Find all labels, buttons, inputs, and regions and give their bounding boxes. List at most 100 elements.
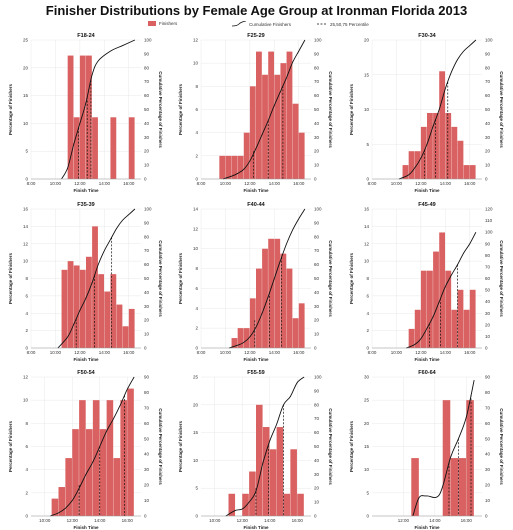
y2-axis-label: Cumulative Percentage of Finishers xyxy=(499,71,504,148)
x-tick-label: 14:00 xyxy=(269,181,281,186)
cumulative-line xyxy=(398,39,477,180)
y2-tick-label: 40 xyxy=(485,299,491,304)
bar xyxy=(243,328,250,348)
y2-tick-label: 10 xyxy=(314,163,320,168)
y2-tick-label: 60 xyxy=(485,276,491,281)
bar xyxy=(442,400,451,516)
bar xyxy=(286,268,293,348)
legend-finishers-label: Finishers xyxy=(159,21,178,26)
bar xyxy=(228,493,236,516)
y-tick-label: 10 xyxy=(23,398,29,403)
y-axis-label: Percentage of Finishers xyxy=(8,84,13,136)
bar xyxy=(127,388,134,516)
y-tick-label: 4 xyxy=(25,311,28,316)
y2-tick-label: 60 xyxy=(314,430,320,435)
bar xyxy=(242,493,249,516)
y2-tick-label: 80 xyxy=(314,402,320,407)
y2-tick-label: 50 xyxy=(144,276,150,281)
y2-tick-label: 50 xyxy=(485,288,491,293)
y2-tick-label: 0 xyxy=(144,177,147,182)
y2-tick-label: 40 xyxy=(144,121,150,126)
y2-tick-label: 10 xyxy=(144,332,150,337)
panel-title: F50-54 xyxy=(77,370,95,376)
y2-tick-label: 50 xyxy=(314,444,320,449)
x-tick-label: 12:00 xyxy=(67,518,79,523)
bar xyxy=(457,289,464,348)
bar xyxy=(292,103,299,179)
y2-tick-label: 40 xyxy=(314,121,320,126)
bar xyxy=(219,155,226,179)
y2-tick-label: 10 xyxy=(485,498,491,503)
y2-tick-label: 40 xyxy=(314,290,320,295)
y2-tick-label: 80 xyxy=(144,390,150,395)
legend-percentiles-label: 25,50,75 Percentile xyxy=(330,21,369,27)
bar xyxy=(65,458,72,516)
y2-tick-label: 30 xyxy=(314,135,320,140)
y2-tick-label: 80 xyxy=(485,390,491,395)
y-tick-label: 10 xyxy=(23,121,29,126)
y2-tick-label: 50 xyxy=(485,436,491,441)
y2-tick-label: 70 xyxy=(314,248,320,253)
y2-tick-label: 20 xyxy=(314,486,320,491)
y2-tick-label: 20 xyxy=(314,318,320,323)
cumulative-line xyxy=(50,376,135,517)
cumulative-line xyxy=(222,39,306,180)
bar xyxy=(92,117,98,179)
x-tick-label: 12:00 xyxy=(237,518,249,523)
bar xyxy=(262,427,270,516)
x-tick-label: 16:00 xyxy=(122,518,134,523)
y2-axis-label: Cumulative Percentage of Finishers xyxy=(158,408,163,485)
y2-tick-label: 0 xyxy=(485,514,488,519)
bar xyxy=(116,304,123,348)
y-tick-label: 10 xyxy=(364,107,370,112)
y-tick-label: 25 xyxy=(193,375,199,380)
y-axis-label: Percentage of Finishers xyxy=(349,84,354,136)
panel: 0 2 4 6 8 10 12 0 10 20 30 40 50 60 70 80 90 10:00 12:00 14… xyxy=(8,370,163,530)
y-tick-label: 6 xyxy=(195,286,198,291)
y2-tick-label: 10 xyxy=(485,334,491,339)
panel-title: F18-24 xyxy=(77,33,95,39)
y-tick-label: 12 xyxy=(193,226,199,231)
x-tick-label: 10:00 xyxy=(220,181,232,186)
bar xyxy=(269,449,277,516)
bar xyxy=(292,318,299,348)
y2-tick-label: 0 xyxy=(144,514,147,519)
bar xyxy=(414,309,421,348)
y-tick-label: 5 xyxy=(366,142,369,147)
bar xyxy=(92,226,98,348)
panel: 0 5 10 15 20 0 10 20 30 40 50 60 70 80 90 100 8:00 10:00 1… xyxy=(349,33,504,193)
bar xyxy=(433,112,439,179)
bar xyxy=(286,51,293,180)
y2-tick-label: 50 xyxy=(144,436,150,441)
x-tick-label: 16:00 xyxy=(464,350,476,355)
y-tick-label: 8 xyxy=(366,276,369,281)
y-axis-label: Percentage of Finishers xyxy=(178,253,183,305)
bar xyxy=(463,165,470,179)
y2-tick-label: 30 xyxy=(485,467,491,472)
bar xyxy=(110,117,117,179)
y-tick-label: 2 xyxy=(25,490,28,495)
bar xyxy=(73,265,80,348)
panel-title: F45-49 xyxy=(418,202,435,208)
bar xyxy=(51,498,59,516)
y-tick-label: 5 xyxy=(195,486,198,491)
y2-tick-label: 70 xyxy=(144,405,150,410)
cumulative-line xyxy=(412,379,475,517)
x-tick-label: 14:00 xyxy=(269,350,281,355)
y2-tick-label: 90 xyxy=(144,51,150,56)
y-tick-label: 12 xyxy=(23,241,29,246)
y-tick-label: 6 xyxy=(366,293,369,298)
bar xyxy=(99,429,107,516)
y-tick-label: 8 xyxy=(25,276,28,281)
bar xyxy=(469,165,476,179)
bar xyxy=(231,155,238,179)
bar xyxy=(128,117,135,179)
x-axis-label: Finish Time xyxy=(74,357,99,362)
y-tick-label: 5 xyxy=(366,490,369,495)
bar xyxy=(439,232,446,348)
bar xyxy=(411,458,419,516)
cumulative-line xyxy=(225,376,305,517)
y-tick-label: 16 xyxy=(23,207,29,212)
bar xyxy=(280,63,287,179)
